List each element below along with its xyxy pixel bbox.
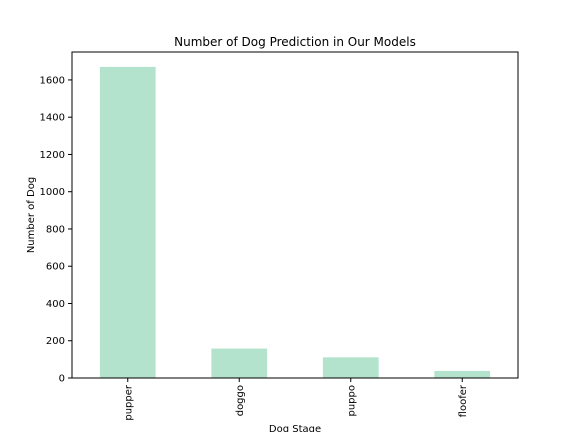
- y-tick-label-1000: 1000: [40, 187, 65, 198]
- y-tick-label-1200: 1200: [40, 150, 65, 161]
- x-tick-label-floofer: floofer: [458, 384, 469, 417]
- x-axis-ticks: pupper doggo puppo floofer: [123, 378, 469, 421]
- y-tick-label-400: 400: [46, 299, 65, 310]
- bars-layer: [99, 66, 491, 379]
- x-tick-label-puppo: puppo: [346, 385, 357, 417]
- bar-doggo: [211, 348, 268, 378]
- bar-pupper: [99, 66, 156, 379]
- x-tick-label-pupper: pupper: [123, 384, 134, 421]
- y-tick-label-800: 800: [46, 224, 65, 235]
- bar-floofer: [434, 370, 491, 378]
- y-tick-label-600: 600: [46, 262, 65, 273]
- plot-frame: [71, 51, 519, 379]
- y-axis-ticks: 0 200 400 600 800 1000 1200 1400 1600: [40, 75, 72, 385]
- y-tick-label-1600: 1600: [40, 75, 65, 86]
- y-tick-label-1400: 1400: [40, 113, 65, 124]
- y-tick-label-200: 200: [46, 336, 65, 347]
- chart-title: Number of Dog Prediction in Our Models: [174, 35, 416, 49]
- x-tick-label-doggo: doggo: [235, 385, 246, 416]
- bar-puppo: [322, 357, 379, 378]
- x-axis-label: Dog Stage: [269, 424, 321, 432]
- y-tick-label-0: 0: [59, 374, 65, 385]
- y-axis-label: Number of Dog: [26, 177, 37, 253]
